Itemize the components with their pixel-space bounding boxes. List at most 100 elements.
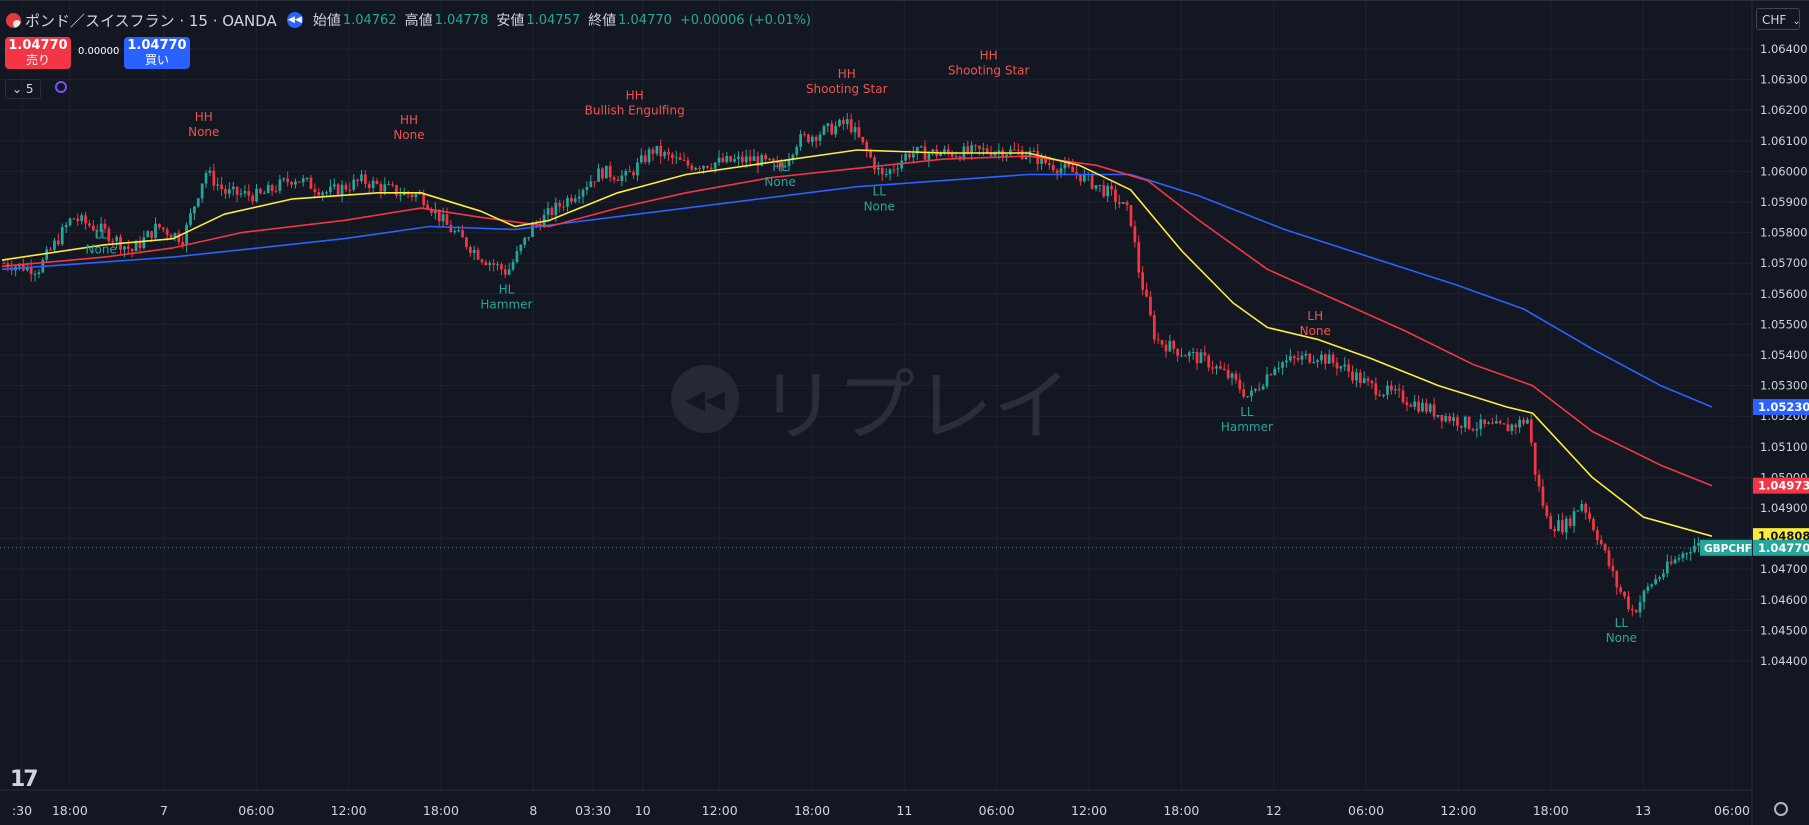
candle-body xyxy=(169,234,173,238)
candle-body xyxy=(344,184,348,190)
price-tag-value: 1.05230 xyxy=(1758,400,1809,414)
candle-body xyxy=(1580,504,1584,511)
candle-body xyxy=(220,184,223,190)
candle-body xyxy=(1642,590,1646,603)
candle-body xyxy=(1106,185,1110,197)
candle-body xyxy=(1366,378,1370,381)
candle-body xyxy=(1673,559,1677,564)
candle-body xyxy=(1677,558,1681,560)
candle-body xyxy=(507,269,511,275)
candle-body xyxy=(1160,340,1164,345)
candle-body xyxy=(1428,404,1432,412)
candle-body xyxy=(1506,424,1510,432)
time-axis-label: 18:00 xyxy=(1533,803,1569,818)
candle-body xyxy=(620,175,624,182)
replay-icon[interactable]: ◀◀ xyxy=(286,12,303,28)
candle-body xyxy=(1164,344,1168,352)
candle-body xyxy=(663,151,666,157)
price-axis-label: 1.05900 xyxy=(1760,195,1808,209)
candle-body xyxy=(1405,402,1409,405)
pattern-label-type: HH xyxy=(195,110,213,124)
candle-body xyxy=(1094,185,1098,189)
candle-body xyxy=(1459,425,1463,428)
candle-body xyxy=(1180,355,1183,357)
candle-body xyxy=(853,127,857,133)
indicators-toggle[interactable]: ⌄ 5 xyxy=(5,79,41,99)
candle-body xyxy=(978,145,981,149)
candle-body xyxy=(997,150,1001,153)
candle-body xyxy=(904,153,907,161)
candle-body xyxy=(744,156,748,163)
time-axis-label: 12:00 xyxy=(1440,803,1476,818)
candle-body xyxy=(158,223,161,228)
candle-body xyxy=(1491,422,1494,424)
candle-body xyxy=(671,154,674,159)
candle-body xyxy=(1273,368,1277,375)
pattern-label-name: Hammer xyxy=(1221,420,1273,434)
candle-body xyxy=(865,142,869,151)
pattern-label-name: None xyxy=(86,242,117,256)
candle-body xyxy=(632,172,635,176)
candle-body xyxy=(1374,383,1378,395)
candle-body xyxy=(1040,156,1043,164)
candle-body xyxy=(589,181,593,187)
candle-body xyxy=(748,156,752,161)
candle-body xyxy=(709,167,713,169)
candle-body xyxy=(290,182,293,185)
pattern-label-name: Hammer xyxy=(480,298,532,312)
price-axis-label: 1.04600 xyxy=(1760,593,1808,607)
candle-body xyxy=(103,223,107,229)
candle-body xyxy=(651,149,655,154)
symbol-title[interactable]: ポンド／スイスフラン · 15 · OANDA xyxy=(25,11,277,30)
candle-body xyxy=(437,209,441,222)
candle-body xyxy=(1331,354,1335,363)
symbol-tag-label: GBPCHF xyxy=(1704,543,1752,555)
indicator-settings-icon[interactable] xyxy=(55,81,67,93)
candle-body xyxy=(1222,368,1226,370)
candle-body xyxy=(896,168,900,170)
candle-body xyxy=(484,262,488,265)
gear-icon[interactable] xyxy=(1774,802,1788,816)
watermark-replay-icon xyxy=(671,365,739,433)
price-axis-label: 1.04700 xyxy=(1760,562,1808,576)
candle-body xyxy=(585,186,589,190)
candle-body xyxy=(1191,351,1195,353)
candle-body xyxy=(799,134,803,147)
close-value: 1.04770 xyxy=(618,12,672,28)
candle-body xyxy=(927,153,931,160)
candle-body xyxy=(309,177,313,189)
time-axis-label: 13 xyxy=(1635,803,1651,818)
candle-body xyxy=(1059,168,1063,174)
candle-body xyxy=(391,184,394,186)
candle-body xyxy=(208,170,212,174)
watermark-replay-glyph: ◀◀ xyxy=(685,385,725,415)
time-axis-label: 12 xyxy=(1266,803,1282,818)
low-value: 1.04757 xyxy=(526,12,581,28)
candle-body xyxy=(441,214,445,222)
candle-body xyxy=(1257,388,1261,390)
candle-body xyxy=(53,240,56,250)
price-tag xyxy=(1753,477,1809,494)
candle-body xyxy=(946,149,950,153)
high-label: 高値 xyxy=(404,13,433,29)
candle-body xyxy=(216,184,220,186)
candle-body xyxy=(422,193,426,205)
candle-body xyxy=(294,181,297,185)
candle-body xyxy=(981,148,985,150)
pattern-label-name: None xyxy=(864,200,895,214)
candle-body xyxy=(1335,362,1339,369)
candle-body xyxy=(1327,354,1331,364)
candle-body xyxy=(830,123,834,135)
candle-body xyxy=(616,179,620,182)
sell-button[interactable]: 1.04770 売り xyxy=(5,37,71,69)
currency-button[interactable]: CHF ⌄ xyxy=(1756,8,1801,30)
candle-body xyxy=(305,177,309,179)
candle-body xyxy=(1611,565,1615,572)
candle-body xyxy=(636,162,639,176)
buy-button[interactable]: 1.04770 買い xyxy=(124,37,190,69)
pattern-label-type: HH xyxy=(980,49,998,63)
candle-body xyxy=(49,249,52,251)
ema-slow-line xyxy=(1,173,1713,408)
candle-body xyxy=(356,179,359,182)
